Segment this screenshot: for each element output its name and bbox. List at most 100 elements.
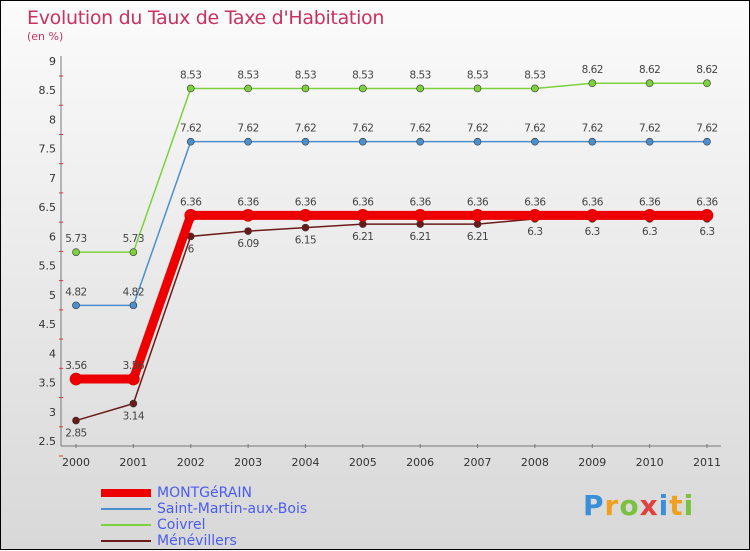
- data-point-saint-martin-aux-bois: [531, 137, 539, 146]
- y-tick-label: 9: [49, 55, 56, 68]
- data-point-saint-martin-aux-bois: [301, 137, 310, 146]
- data-label-coivrel: 8.53: [180, 69, 201, 81]
- data-point-coivrel: [531, 84, 539, 93]
- data-label-montg-rain: 6.36: [467, 196, 489, 208]
- data-point-montg-rain: [471, 209, 484, 222]
- data-label-m-n-villers: 6.3: [527, 226, 542, 238]
- data-label-saint-martin-aux-bois: 4.82: [123, 286, 144, 298]
- data-label-saint-martin-aux-bois: 7.62: [295, 123, 316, 135]
- data-label-saint-martin-aux-bois: 7.62: [467, 123, 488, 135]
- y-tick-label: 2.5: [39, 435, 57, 448]
- data-point-m-n-villers: [244, 227, 252, 235]
- y-tick-label: 8: [49, 113, 56, 126]
- chart-title: Evolution du Taux de Taxe d'Habitation: [27, 7, 385, 29]
- data-label-montg-rain: 6.36: [582, 196, 604, 208]
- data-label-coivrel: 8.53: [295, 69, 316, 81]
- series-line-coivrel: [76, 82, 707, 253]
- data-label-coivrel: 8.53: [524, 69, 545, 81]
- data-point-m-n-villers: [416, 220, 424, 228]
- data-point-m-n-villers: [473, 220, 482, 228]
- legend-swatch: [101, 489, 151, 497]
- data-point-montg-rain: [413, 209, 427, 222]
- data-label-m-n-villers: 6.3: [642, 226, 657, 238]
- data-label-m-n-villers: 6.21: [352, 231, 373, 243]
- data-label-m-n-villers: 6.21: [409, 231, 430, 243]
- y-tick-label: 3: [49, 406, 56, 419]
- series-line-montg-rain: [76, 210, 707, 384]
- data-label-m-n-villers: 6.3: [585, 226, 600, 238]
- x-tick-label: 2003: [234, 456, 262, 469]
- data-label-montg-rain: 6.36: [352, 196, 374, 208]
- data-point-montg-rain: [69, 372, 83, 386]
- data-label-montg-rain: 6.36: [180, 196, 202, 208]
- data-label-saint-martin-aux-bois: 7.62: [352, 123, 373, 135]
- data-label-coivrel: 8.53: [467, 69, 488, 81]
- data-label-m-n-villers: 6: [188, 243, 195, 255]
- x-tick-label: 2004: [291, 456, 319, 469]
- data-label-m-n-villers: 6.3: [699, 226, 714, 238]
- data-label-montg-rain: 3.56: [65, 360, 87, 372]
- data-point-saint-martin-aux-bois: [129, 301, 138, 310]
- data-point-saint-martin-aux-bois: [645, 137, 654, 146]
- legend-item-coivrel: Coivrel: [101, 517, 307, 533]
- legend-swatch: [101, 508, 151, 510]
- data-label-montg-rain: 6.36: [295, 196, 317, 208]
- x-tick-label: 2000: [62, 456, 90, 469]
- x-tick-label: 2006: [406, 456, 434, 469]
- data-label-saint-martin-aux-bois: 7.62: [582, 123, 603, 135]
- data-label-m-n-villers: 6.09: [237, 238, 258, 250]
- data-label-saint-martin-aux-bois: 4.82: [65, 286, 86, 298]
- x-tick-label: 2005: [349, 456, 377, 469]
- data-point-montg-rain: [585, 209, 599, 222]
- data-label-m-n-villers: 6.15: [295, 235, 316, 247]
- y-tick-label: 6.5: [39, 201, 57, 214]
- data-label-montg-rain: 6.36: [696, 196, 718, 208]
- x-tick-label: 2010: [636, 456, 664, 469]
- data-label-coivrel: 8.62: [639, 64, 660, 76]
- data-point-montg-rain: [700, 209, 714, 222]
- legend-item-montgerain: MONTGéRAIN: [101, 485, 307, 501]
- data-point-m-n-villers: [301, 223, 310, 232]
- data-label-montg-rain: 6.36: [237, 196, 259, 208]
- data-point-saint-martin-aux-bois: [359, 137, 367, 146]
- data-label-montg-rain: 6.36: [524, 196, 546, 208]
- data-point-m-n-villers: [129, 399, 138, 408]
- data-label-montg-rain: 3.56: [123, 360, 145, 372]
- data-label-coivrel: 8.53: [409, 69, 430, 81]
- data-point-saint-martin-aux-bois: [416, 137, 424, 146]
- data-label-m-n-villers: 3.14: [123, 411, 145, 423]
- x-tick-label: 2002: [177, 456, 205, 469]
- x-tick-label: 2011: [693, 456, 721, 469]
- data-point-coivrel: [301, 84, 310, 93]
- data-point-coivrel: [588, 79, 597, 88]
- y-tick-label: 7: [49, 172, 56, 185]
- legend-swatch: [101, 540, 151, 542]
- y-tick-label: 3.5: [39, 377, 57, 390]
- data-point-montg-rain: [184, 209, 198, 222]
- data-point-coivrel: [473, 84, 482, 93]
- y-tick-label: 7.5: [39, 143, 57, 156]
- y-tick-label: 4.5: [39, 318, 57, 331]
- legend-item-menevillers: Ménévillers: [101, 533, 307, 549]
- proxiti-logo: Proxiti: [583, 489, 695, 522]
- data-point-montg-rain: [299, 209, 312, 222]
- data-point-coivrel: [129, 248, 138, 256]
- data-point-saint-martin-aux-bois: [588, 137, 597, 146]
- data-point-coivrel: [645, 79, 654, 88]
- data-label-coivrel: 5.73: [65, 233, 86, 245]
- data-label-saint-martin-aux-bois: 7.62: [180, 123, 201, 135]
- data-label-saint-martin-aux-bois: 7.62: [639, 123, 660, 135]
- chart-subtitle: (en %): [27, 30, 64, 43]
- data-point-coivrel: [703, 79, 711, 88]
- legend-label: MONTGéRAIN: [157, 485, 252, 501]
- data-point-saint-martin-aux-bois: [703, 137, 711, 146]
- data-label-coivrel: 8.53: [237, 69, 258, 81]
- data-point-coivrel: [416, 84, 424, 93]
- data-label-montg-rain: 6.36: [409, 196, 431, 208]
- data-point-coivrel: [72, 248, 80, 256]
- data-label-coivrel: 5.73: [123, 233, 144, 245]
- data-point-montg-rain: [643, 209, 656, 222]
- legend-swatch: [101, 524, 151, 526]
- y-tick-label: 5: [49, 289, 56, 302]
- y-tick-label: 5.5: [39, 260, 57, 273]
